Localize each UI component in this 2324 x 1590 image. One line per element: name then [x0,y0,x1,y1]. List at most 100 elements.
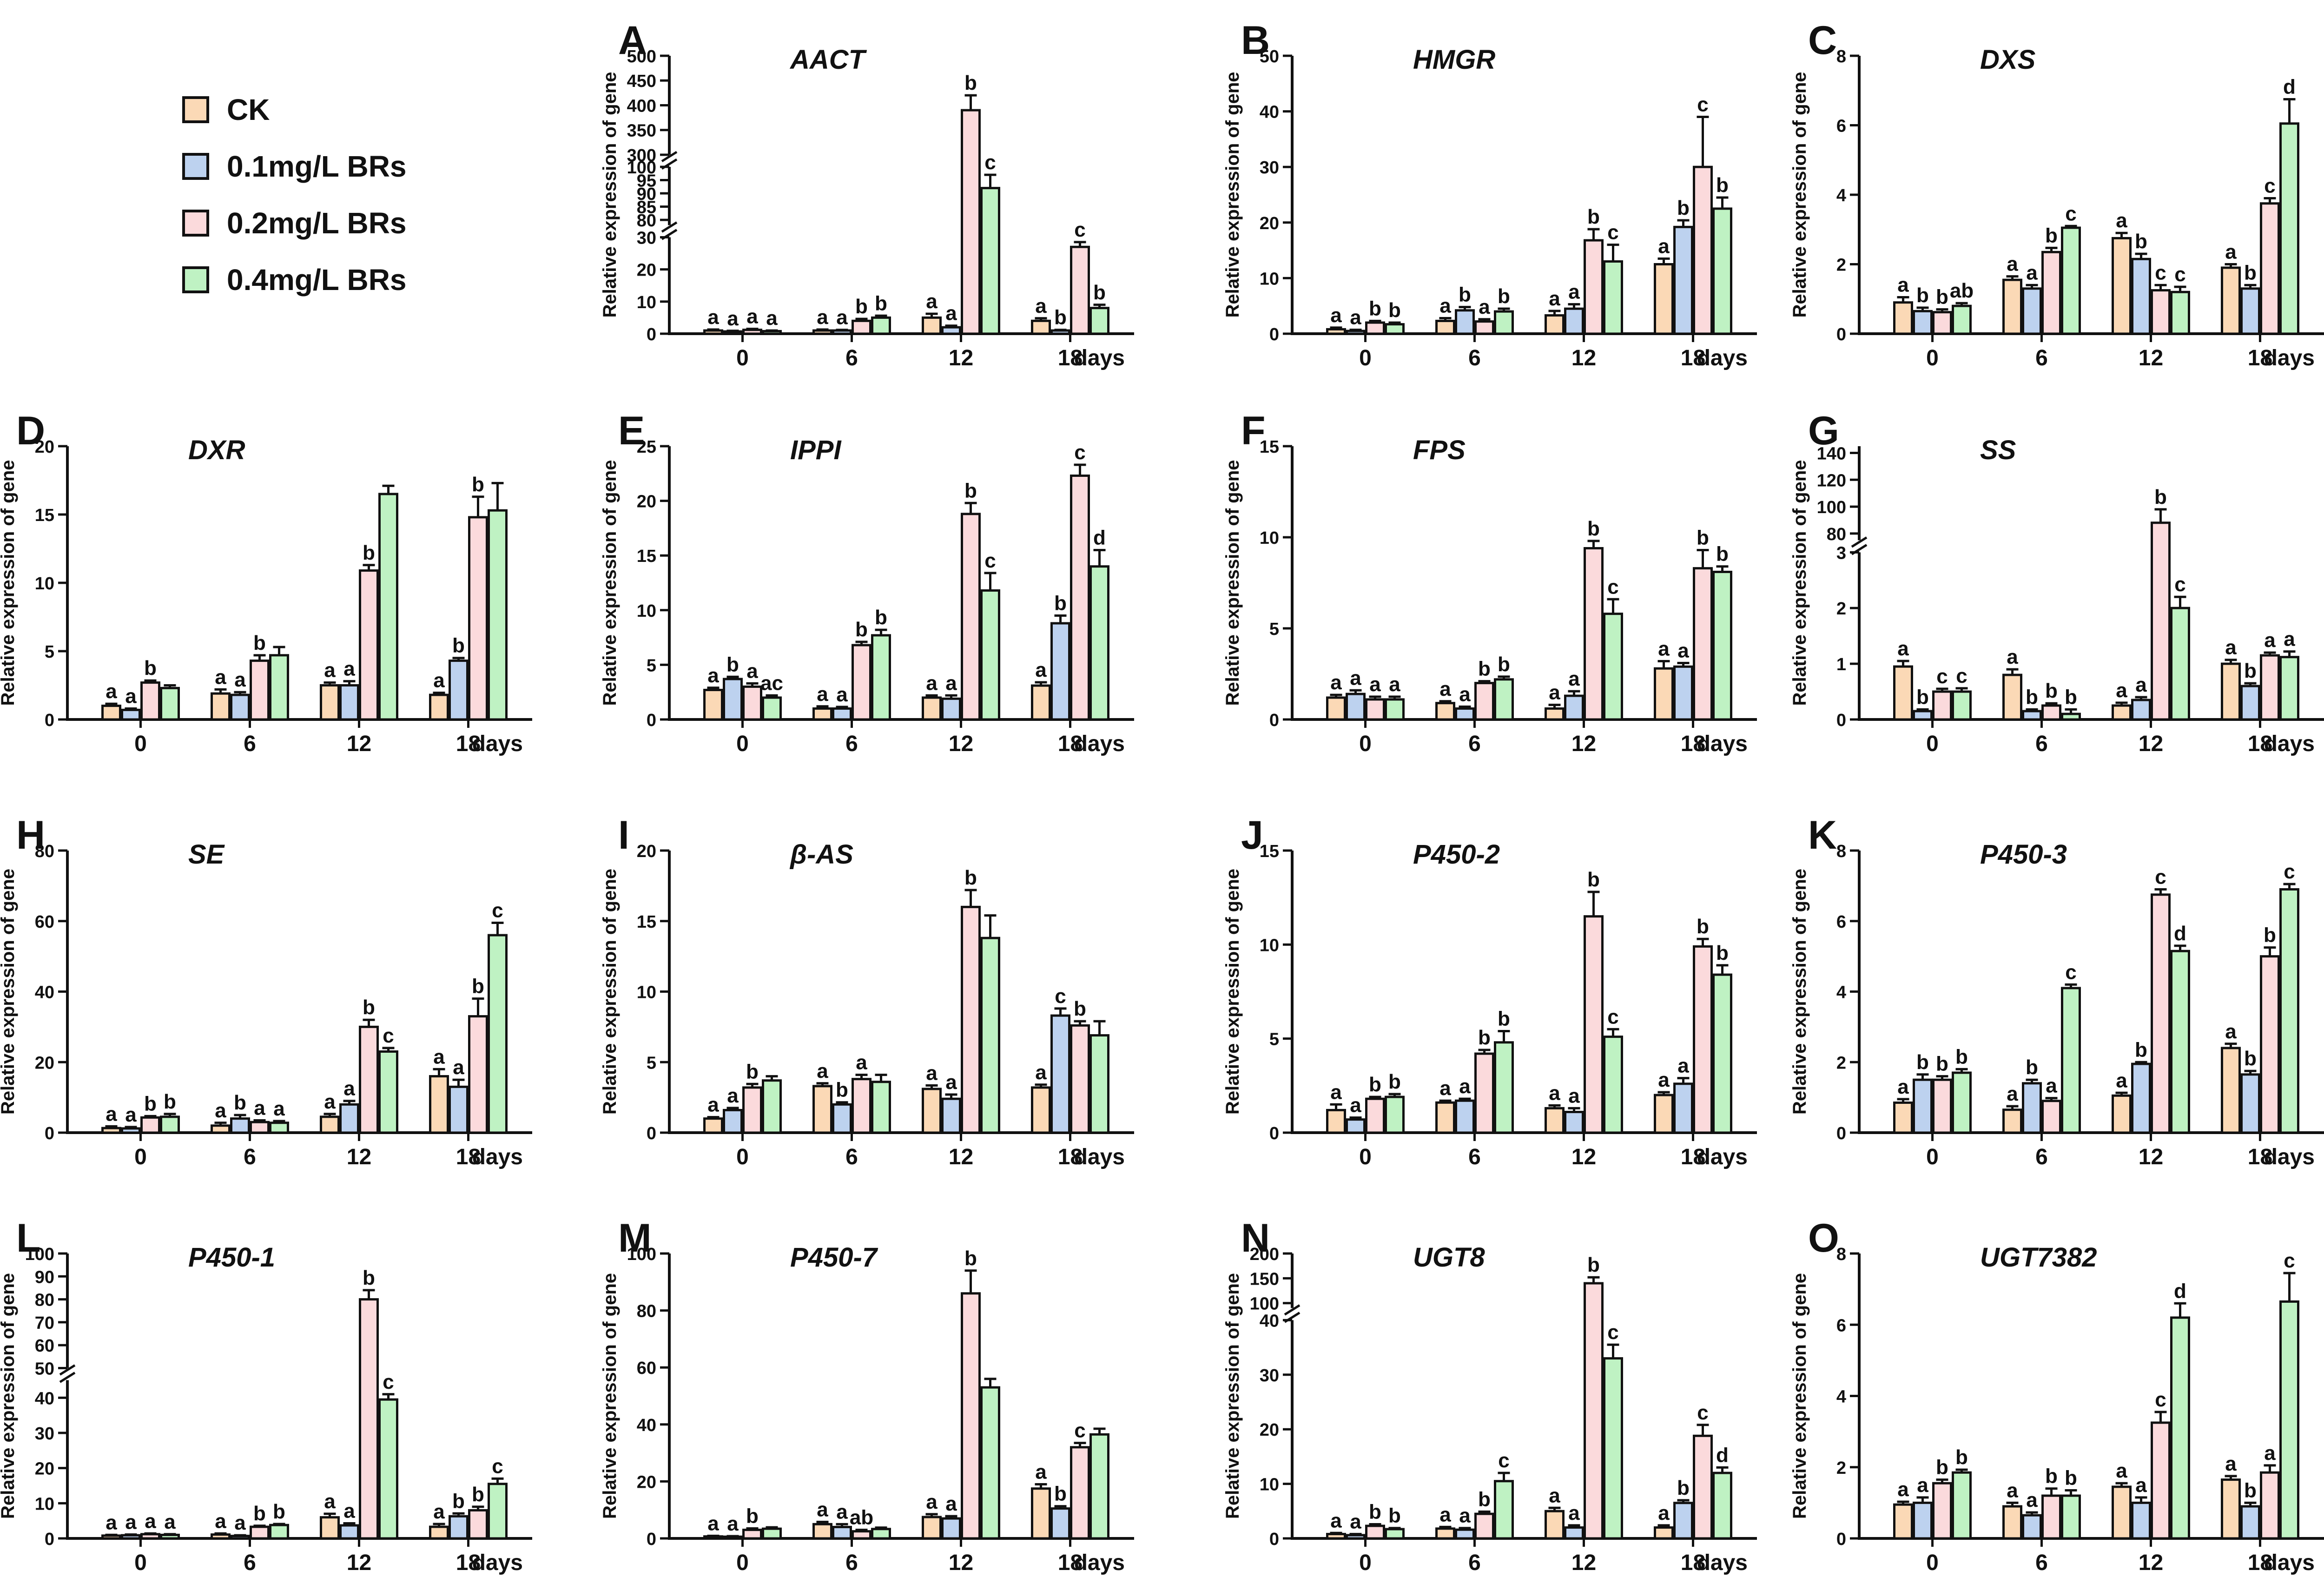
y-tick-label: 0 [45,1530,54,1549]
significance-label: b [1498,653,1510,676]
y-axis-label: Relative expression of gene [600,72,620,317]
x-tick-label: 0 [1359,732,1372,756]
x-tick-label: 12 [1571,732,1596,756]
bar [1673,665,1693,721]
gene-title: P450-7 [790,1242,878,1273]
bar [359,1025,379,1134]
bar [762,1079,782,1134]
significance-label: b [2026,1056,2038,1079]
panel-letter: I [618,813,629,858]
x-tick-label: 6 [2035,1145,2048,1169]
significance-label: b [2244,1479,2257,1502]
significance-label: d [2174,1280,2186,1302]
bar [2279,122,2299,335]
legend-swatch [182,266,209,293]
panel-l: L P450-1 Relative expression of gene 0 10 20 3… [0,1216,532,1575]
significance-label: b [2135,230,2147,253]
y-tick-label: 50 [1260,47,1279,66]
legend: CK 0.1mg/L BRs 0.2mg/L BRs 0.4mg/L BRs [182,93,407,322]
bar [1435,319,1455,335]
y-tick-label: 0 [45,1124,54,1143]
bar [1365,698,1385,721]
y-tick-label: 60 [637,1359,656,1378]
significance-label: b [363,1267,375,1289]
x-tick-label: 12 [347,732,371,756]
gene-title: IPPI [790,435,842,465]
bar [1365,1097,1385,1134]
x-unit-label: days [472,732,523,756]
x-tick-label: 0 [736,732,749,756]
bar [871,1528,891,1540]
bar [1474,320,1494,335]
bar [320,1115,340,1134]
y-axis-label: Relative expression of gene [600,1273,620,1519]
y-tick-label: 2 [1836,1053,1846,1073]
significance-label: a [1369,673,1381,696]
bar [2221,266,2241,335]
significance-label: b [1716,174,1729,197]
significance-label: a [727,1084,739,1107]
significance-label: c [1697,93,1708,116]
significance-label: a [1897,1075,1909,1098]
x-tick-label: 12 [949,346,973,370]
bar [762,696,782,721]
y-axis-label: Relative expression of gene [1222,460,1243,706]
bar [852,1530,872,1540]
y-tick-label: 20 [637,1472,656,1492]
significance-label: a [1568,281,1580,303]
bar [211,1533,231,1540]
gene-title: P450-3 [1980,839,2067,870]
bar [211,692,231,721]
y-tick-label: 15 [637,547,656,566]
significance-label: a [164,1511,176,1533]
y-tick-label: 80 [637,1302,656,1321]
significance-label: b [2264,924,2276,947]
significance-label: c [2284,1249,2295,1272]
bar [1494,678,1514,721]
bar [1913,1078,1933,1134]
y-tick-label: 5 [647,656,656,675]
gene-title: UGT7382 [1980,1242,2097,1273]
bar [980,1386,1000,1540]
significance-label: a [817,306,828,329]
significance-label: a [1035,1061,1047,1084]
significance-label: a [1350,666,1361,689]
significance-label: b [452,1490,465,1512]
y-tick-label: 0 [1269,711,1279,730]
y-axis-label: Relative expression of gene [1222,72,1243,317]
significance-label: ac [760,672,783,694]
x-unit-label: days [1697,346,1748,370]
y-tick-label: 10 [1260,1475,1279,1495]
significance-label: b [855,618,868,641]
significance-label: a [234,1511,246,1534]
significance-label: a [2225,636,2237,659]
y-tick-label: 80 [35,1291,54,1310]
x-tick-label: 18 [1058,1550,1083,1575]
bar [832,707,852,721]
significance-label: a [2116,1069,2127,1092]
x-tick-label: 12 [347,1145,371,1169]
y-tick-label: 5 [1269,1030,1279,1049]
bar [1893,1503,1913,1540]
y-axis-label: Relative expression of gene [1789,72,1810,317]
significance-label: b [964,72,977,94]
x-unit-label: days [2264,1145,2315,1169]
bar [378,493,398,721]
significance-label: a [2225,241,2237,264]
significance-label: a [1330,1509,1342,1532]
significance-label: a [945,1071,957,1094]
bar [1673,1082,1693,1134]
bar [339,1103,359,1134]
bar [812,1085,832,1134]
panel-letter: O [1808,1216,1839,1260]
y-tick-label: 20 [637,842,656,861]
bar [1673,1502,1693,1540]
x-tick-label: 18 [456,1145,481,1169]
significance-label: a [215,666,226,688]
significance-label: a [1459,1075,1471,1098]
y-tick-label: 60 [35,1336,54,1356]
panel-letter: E [618,409,645,453]
significance-label: a [817,1060,828,1082]
y-tick-label: 6 [1836,1316,1846,1335]
axis-break-mark [661,221,678,233]
